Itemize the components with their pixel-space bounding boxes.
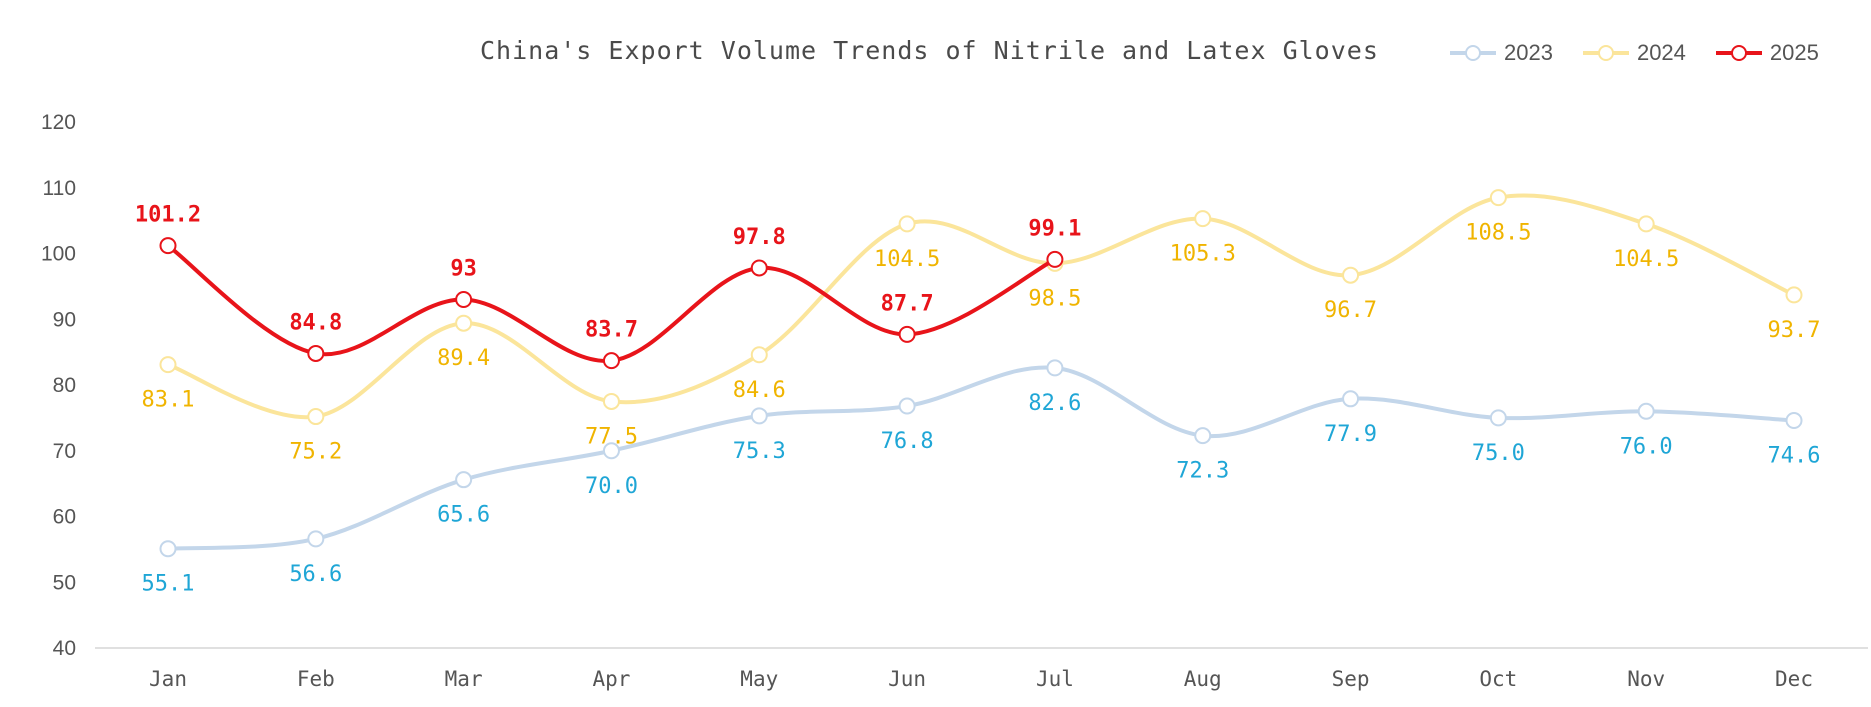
data-point-2023-Jan — [159, 540, 177, 558]
data-point-2025-Jul — [1046, 250, 1064, 268]
data-point-2024-Jun — [898, 215, 916, 233]
data-label-2024-Feb: 75.2 — [289, 440, 342, 465]
y-tick-label: 40 — [53, 637, 76, 660]
legend-label-2024: 2024 — [1636, 40, 1686, 65]
data-label-2024-Jun: 104.5 — [874, 247, 940, 272]
data-label-2024-Dec: 93.7 — [1768, 318, 1821, 343]
data-label-2025-Jan: 101.2 — [135, 203, 201, 228]
legend-item-2024[interactable]: 2024 — [1581, 40, 1686, 66]
data-point-2023-Jun — [898, 397, 916, 415]
data-point-2024-Nov — [1637, 215, 1655, 233]
legend: 2023 2024 2025 — [1448, 40, 1847, 66]
x-tick-label: Apr — [592, 667, 630, 691]
data-point-2024-May — [750, 346, 768, 364]
data-label-2025-Jul: 99.1 — [1028, 216, 1081, 241]
data-point-2025-Apr — [602, 352, 620, 370]
series-line-2023 — [166, 365, 1796, 551]
data-point-2024-Dec — [1785, 286, 1803, 304]
data-label-2023-Nov: 76.0 — [1620, 434, 1673, 459]
x-tick-label: Jul — [1036, 667, 1074, 691]
data-point-2023-Jul — [1046, 359, 1064, 377]
data-point-2024-Apr — [602, 392, 620, 410]
data-point-2023-Nov — [1637, 402, 1655, 420]
data-point-2024-Oct — [1489, 189, 1507, 207]
data-label-2024-Mar: 89.4 — [437, 346, 490, 371]
y-tick-label: 70 — [53, 440, 76, 463]
data-point-2023-Sep — [1342, 390, 1360, 408]
y-tick-label: 100 — [41, 243, 76, 266]
legend-swatch-marker — [1597, 45, 1614, 61]
data-label-2025-Jun: 87.7 — [881, 291, 934, 316]
data-label-2023-Jul: 82.6 — [1028, 391, 1081, 416]
data-point-2024-Sep — [1342, 266, 1360, 284]
data-point-2023-May — [750, 407, 768, 425]
y-tick-label: 80 — [53, 374, 76, 397]
data-label-2023-Feb: 56.6 — [289, 562, 342, 587]
data-label-2023-Apr: 70.0 — [585, 474, 638, 499]
data-label-2025-Apr: 83.7 — [585, 318, 638, 343]
x-tick-label: May — [740, 667, 778, 691]
data-point-2024-Mar — [455, 314, 473, 332]
data-point-2023-Apr — [602, 442, 620, 460]
x-tick-label: Mar — [445, 667, 483, 691]
data-label-2024-May: 84.6 — [733, 378, 786, 403]
data-label-2024-Aug: 105.3 — [1170, 242, 1236, 267]
data-point-2023-Mar — [455, 471, 473, 489]
chart-title: China's Export Volume Trends of Nitrile … — [480, 36, 1379, 65]
legend-swatch-2025 — [1715, 45, 1762, 61]
x-tick-label: Aug — [1184, 667, 1222, 691]
data-point-2025-Jun — [898, 325, 916, 343]
x-tick-label: Oct — [1479, 667, 1517, 691]
y-tick-label: 120 — [41, 111, 76, 134]
data-point-2025-Mar — [455, 291, 473, 309]
legend-swatch-marker — [1465, 45, 1481, 61]
legend-swatch-marker — [1730, 45, 1747, 61]
y-tick-label: 50 — [53, 571, 76, 594]
data-label-2023-Aug: 72.3 — [1176, 459, 1229, 484]
data-label-2023-Sep: 77.9 — [1324, 422, 1377, 447]
data-label-2023-Jan: 55.1 — [142, 572, 195, 597]
data-point-2024-Feb — [307, 408, 325, 426]
data-label-2025-Feb: 84.8 — [289, 310, 342, 335]
data-label-2023-Oct: 75.0 — [1472, 441, 1525, 466]
x-tick-label: Feb — [297, 667, 335, 691]
x-tick-label: Dec — [1775, 667, 1813, 691]
y-tick-label: 60 — [53, 506, 76, 529]
data-label-2024-Sep: 96.7 — [1324, 298, 1377, 323]
legend-label-2023: 2023 — [1504, 40, 1553, 65]
data-point-2025-Jan — [159, 237, 177, 255]
data-point-2023-Aug — [1194, 427, 1212, 445]
x-tick-label: Jan — [149, 667, 187, 691]
legend-label-2025: 2025 — [1769, 40, 1819, 65]
y-tick-label: 110 — [43, 177, 76, 200]
data-point-2025-May — [750, 259, 768, 277]
legend-item-2023[interactable]: 2023 — [1448, 40, 1553, 66]
x-tick-label: Jun — [888, 667, 926, 691]
data-label-2023-May: 75.3 — [733, 439, 786, 464]
data-label-2023-Mar: 65.6 — [437, 503, 490, 528]
x-tick-label: Nov — [1627, 667, 1665, 691]
data-label-2023-Jun: 76.8 — [881, 429, 934, 454]
legend-swatch-2023 — [1450, 45, 1496, 61]
x-tick-label: Sep — [1332, 667, 1370, 691]
data-label-2024-Apr: 77.5 — [585, 424, 638, 449]
data-point-2024-Aug — [1194, 210, 1212, 228]
data-label-2024-Oct: 108.5 — [1465, 221, 1531, 246]
data-point-2023-Dec — [1785, 412, 1803, 430]
data-label-2025-Mar: 93 — [450, 257, 477, 282]
data-point-2023-Oct — [1489, 409, 1507, 427]
data-label-2023-Dec: 74.6 — [1768, 444, 1821, 469]
data-point-2023-Feb — [307, 530, 325, 548]
data-label-2024-Nov: 104.5 — [1613, 247, 1679, 272]
legend-swatch-2024 — [1582, 45, 1629, 61]
data-label-2024-Jul: 98.5 — [1028, 286, 1081, 311]
data-point-2025-Feb — [307, 344, 325, 362]
data-point-2024-Jan — [159, 356, 177, 374]
data-label-2024-Jan: 83.1 — [142, 388, 195, 413]
legend-item-2025[interactable]: 2025 — [1714, 40, 1819, 66]
data-label-2025-May: 97.8 — [733, 225, 786, 250]
y-tick-label: 90 — [53, 308, 76, 331]
